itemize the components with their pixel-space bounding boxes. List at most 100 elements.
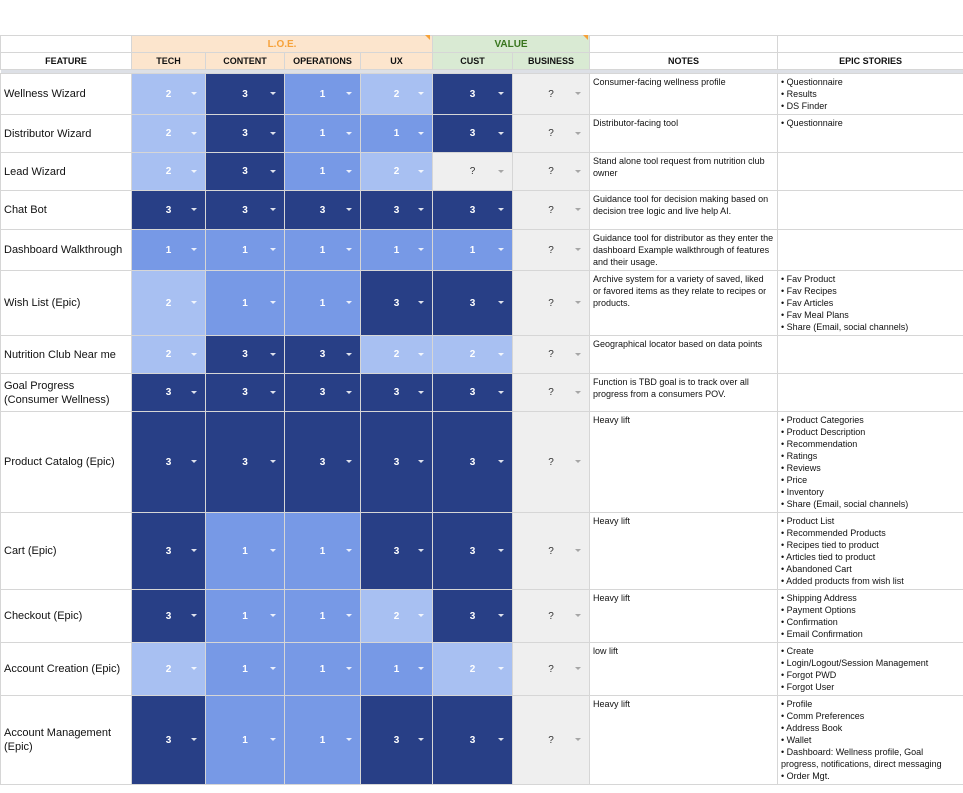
dropdown-arrow-icon[interactable] bbox=[191, 301, 197, 304]
business-score-dropdown[interactable]: ? bbox=[512, 642, 591, 696]
dropdown-arrow-icon[interactable] bbox=[418, 169, 425, 173]
feature-cell[interactable]: Goal Progress (Consumer Wellness) bbox=[0, 373, 132, 412]
operations-score-dropdown[interactable]: 1 bbox=[284, 642, 361, 696]
content-score-dropdown[interactable]: 3 bbox=[205, 73, 285, 115]
notes-cell[interactable]: Heavy lift bbox=[589, 512, 779, 590]
notes-cell[interactable]: Heavy lift bbox=[589, 411, 779, 513]
notes-cell[interactable]: Consumer-facing wellness profile bbox=[589, 73, 779, 115]
dropdown-arrow-icon[interactable] bbox=[191, 169, 197, 173]
ux-score-dropdown[interactable]: 3 bbox=[359, 512, 434, 590]
dropdown-arrow-icon[interactable] bbox=[418, 92, 425, 95]
ux-score-dropdown[interactable]: 3 bbox=[359, 270, 434, 336]
dropdown-arrow-icon[interactable] bbox=[346, 92, 352, 95]
ux-score-dropdown[interactable]: 2 bbox=[359, 335, 434, 374]
cust-score-dropdown[interactable]: 2 bbox=[432, 335, 514, 374]
dropdown-arrow-icon[interactable] bbox=[191, 248, 197, 251]
operations-score-dropdown[interactable]: 1 bbox=[284, 589, 361, 643]
dropdown-arrow-icon[interactable] bbox=[346, 248, 352, 251]
dropdown-arrow-icon[interactable] bbox=[270, 352, 276, 356]
cust-score-dropdown[interactable]: 2 bbox=[432, 642, 514, 696]
tech-score-dropdown[interactable]: 3 bbox=[131, 695, 206, 785]
tech-header[interactable]: TECH bbox=[131, 52, 206, 70]
tech-score-dropdown[interactable]: 3 bbox=[131, 373, 206, 412]
operations-score-dropdown[interactable]: 1 bbox=[284, 152, 361, 191]
epic-stories-cell[interactable] bbox=[777, 229, 963, 271]
dropdown-arrow-icon[interactable] bbox=[270, 390, 276, 394]
operations-score-dropdown[interactable]: 1 bbox=[284, 270, 361, 336]
feature-cell[interactable]: Wish List (Epic) bbox=[0, 270, 132, 336]
dropdown-arrow-icon[interactable] bbox=[575, 614, 582, 617]
feature-cell[interactable]: Nutrition Club Near me bbox=[0, 335, 132, 374]
dropdown-arrow-icon[interactable] bbox=[346, 352, 352, 356]
dropdown-arrow-icon[interactable] bbox=[575, 352, 582, 356]
content-score-dropdown[interactable]: 1 bbox=[205, 512, 285, 590]
feature-cell[interactable]: Account Creation (Epic) bbox=[0, 642, 132, 696]
cust-score-dropdown[interactable]: 3 bbox=[432, 373, 514, 412]
ux-score-dropdown[interactable]: 2 bbox=[359, 589, 434, 643]
cust-score-dropdown[interactable]: 3 bbox=[432, 589, 514, 643]
dropdown-arrow-icon[interactable] bbox=[575, 169, 582, 173]
feature-cell[interactable]: Checkout (Epic) bbox=[0, 589, 132, 643]
content-score-dropdown[interactable]: 3 bbox=[205, 190, 285, 230]
dropdown-arrow-icon[interactable] bbox=[575, 390, 582, 394]
ux-score-dropdown[interactable]: 3 bbox=[359, 411, 434, 513]
operations-score-dropdown[interactable]: 3 bbox=[284, 335, 361, 374]
content-score-dropdown[interactable]: 3 bbox=[205, 152, 285, 191]
cust-score-dropdown[interactable]: 1 bbox=[432, 229, 514, 271]
dropdown-arrow-icon[interactable] bbox=[191, 549, 197, 552]
business-score-dropdown[interactable]: ? bbox=[512, 335, 591, 374]
comment-indicator[interactable] bbox=[583, 35, 588, 40]
dropdown-arrow-icon[interactable] bbox=[191, 614, 197, 617]
epic-stories-cell[interactable]: • Profile • Comm Preferences • Address Boo… bbox=[777, 695, 963, 785]
dropdown-arrow-icon[interactable] bbox=[346, 208, 352, 211]
business-score-dropdown[interactable]: ? bbox=[512, 114, 591, 153]
dropdown-arrow-icon[interactable] bbox=[498, 208, 505, 211]
business-score-dropdown[interactable]: ? bbox=[512, 373, 591, 412]
dropdown-arrow-icon[interactable] bbox=[270, 248, 276, 251]
tech-score-dropdown[interactable]: 2 bbox=[131, 152, 206, 191]
ux-header[interactable]: UX bbox=[359, 52, 434, 70]
dropdown-arrow-icon[interactable] bbox=[270, 131, 276, 135]
operations-score-dropdown[interactable]: 1 bbox=[284, 114, 361, 153]
dropdown-arrow-icon[interactable] bbox=[346, 614, 352, 617]
dropdown-arrow-icon[interactable] bbox=[270, 549, 276, 552]
dropdown-arrow-icon[interactable] bbox=[575, 460, 582, 463]
dropdown-arrow-icon[interactable] bbox=[498, 352, 505, 356]
dropdown-arrow-icon[interactable] bbox=[270, 208, 276, 211]
operations-score-dropdown[interactable]: 3 bbox=[284, 190, 361, 230]
tech-score-dropdown[interactable]: 3 bbox=[131, 512, 206, 590]
dropdown-arrow-icon[interactable] bbox=[498, 131, 505, 135]
dropdown-arrow-icon[interactable] bbox=[498, 667, 505, 670]
tech-score-dropdown[interactable]: 3 bbox=[131, 411, 206, 513]
tech-score-dropdown[interactable]: 2 bbox=[131, 335, 206, 374]
operations-header[interactable]: OPERATIONS bbox=[284, 52, 361, 70]
business-score-dropdown[interactable]: ? bbox=[512, 411, 591, 513]
cust-header[interactable]: CUST bbox=[432, 52, 514, 70]
operations-score-dropdown[interactable]: 3 bbox=[284, 373, 361, 412]
cust-score-dropdown[interactable]: 3 bbox=[432, 114, 514, 153]
dropdown-arrow-icon[interactable] bbox=[418, 738, 425, 741]
dropdown-arrow-icon[interactable] bbox=[498, 92, 505, 95]
epic-stories-cell[interactable] bbox=[777, 373, 963, 412]
dropdown-arrow-icon[interactable] bbox=[575, 248, 582, 251]
dropdown-arrow-icon[interactable] bbox=[191, 92, 197, 95]
notes-cell[interactable]: low lift bbox=[589, 642, 779, 696]
dropdown-arrow-icon[interactable] bbox=[418, 352, 425, 356]
dropdown-arrow-icon[interactable] bbox=[191, 667, 197, 670]
dropdown-arrow-icon[interactable] bbox=[575, 131, 582, 135]
dropdown-arrow-icon[interactable] bbox=[270, 738, 276, 741]
feature-cell[interactable]: Chat Bot bbox=[0, 190, 132, 230]
dropdown-arrow-icon[interactable] bbox=[346, 738, 352, 741]
notes-cell[interactable]: Guidance tool for decision making based … bbox=[589, 190, 779, 230]
content-header[interactable]: CONTENT bbox=[205, 52, 285, 70]
business-score-dropdown[interactable]: ? bbox=[512, 589, 591, 643]
content-score-dropdown[interactable]: 1 bbox=[205, 642, 285, 696]
feature-cell[interactable]: Cart (Epic) bbox=[0, 512, 132, 590]
operations-score-dropdown[interactable]: 3 bbox=[284, 411, 361, 513]
tech-score-dropdown[interactable]: 2 bbox=[131, 73, 206, 115]
operations-score-dropdown[interactable]: 1 bbox=[284, 695, 361, 785]
epic-stories-cell[interactable] bbox=[777, 152, 963, 191]
dropdown-arrow-icon[interactable] bbox=[498, 390, 505, 394]
notes-cell[interactable]: Heavy lift bbox=[589, 695, 779, 785]
operations-score-dropdown[interactable]: 1 bbox=[284, 512, 361, 590]
